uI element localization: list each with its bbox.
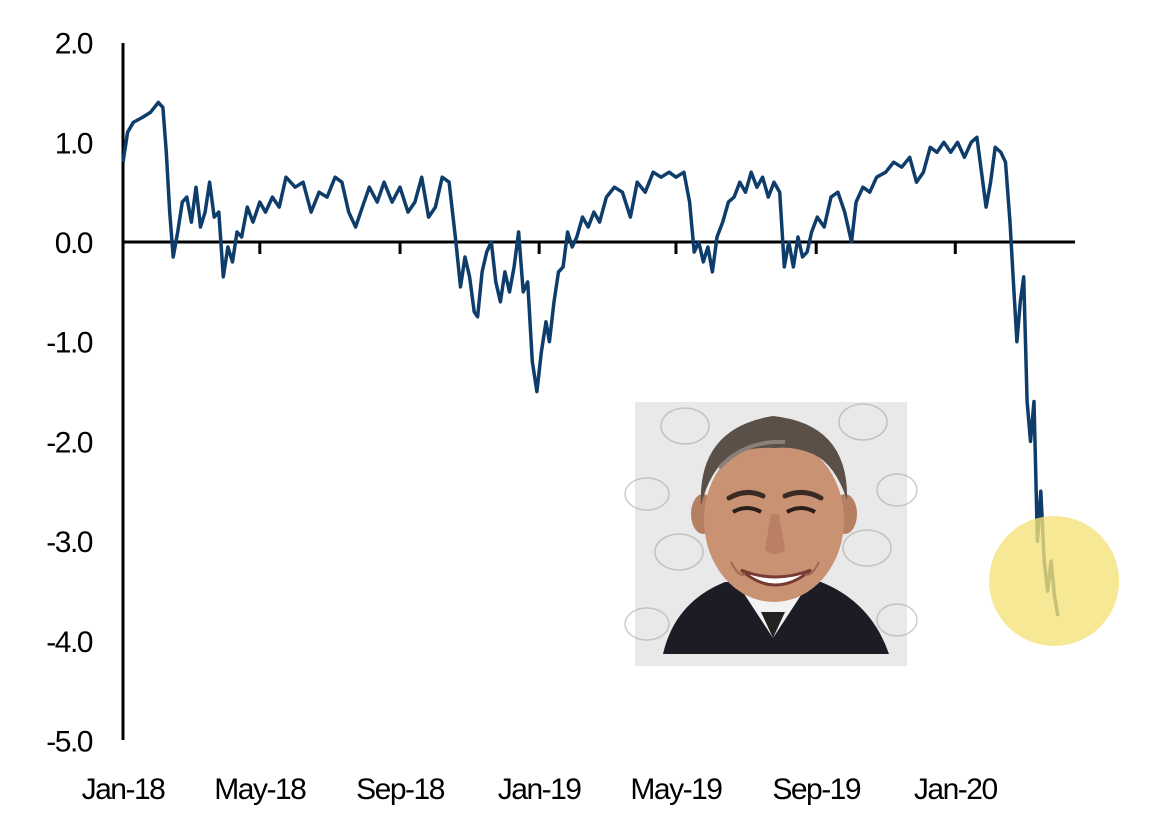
x-tick-label: May-19: [630, 773, 722, 806]
series-line: [121, 100, 1060, 617]
y-tick-label: -5.0: [46, 726, 93, 759]
x-tick-label: Jan-20: [914, 773, 998, 806]
watermark-pattern: [624, 403, 918, 641]
y-tick-label: -3.0: [46, 526, 93, 559]
y-tick-label: -1.0: [46, 327, 93, 360]
series-group: [121, 100, 1060, 617]
x-tick-label: Sep-18: [356, 773, 445, 806]
x-tick-label: Sep-19: [772, 773, 861, 806]
hair: [700, 416, 848, 506]
face-photo: [624, 402, 918, 666]
x-tick-label: Jan-19: [498, 773, 582, 806]
y-tick-label: 1.0: [55, 127, 93, 160]
y-tick-label: 0.0: [55, 227, 93, 260]
highlight-circle: [989, 515, 1120, 646]
y-axis: 2.0 1.0 0.0 -1.0 -2.0 -3.0 -4.0 -5.0: [46, 28, 125, 759]
x-tick-label: Jan-18: [82, 773, 166, 806]
y-tick-label: 2.0: [55, 28, 93, 61]
smile: [740, 568, 812, 587]
x-axis: Jan-18 May-18 Sep-18 Jan-19 May-19 Sep-19 Jan-…: [82, 240, 1075, 806]
x-tick-label: May-18: [214, 773, 306, 806]
y-tick-label: -4.0: [46, 626, 93, 659]
y-tick-label: -2.0: [46, 426, 93, 459]
